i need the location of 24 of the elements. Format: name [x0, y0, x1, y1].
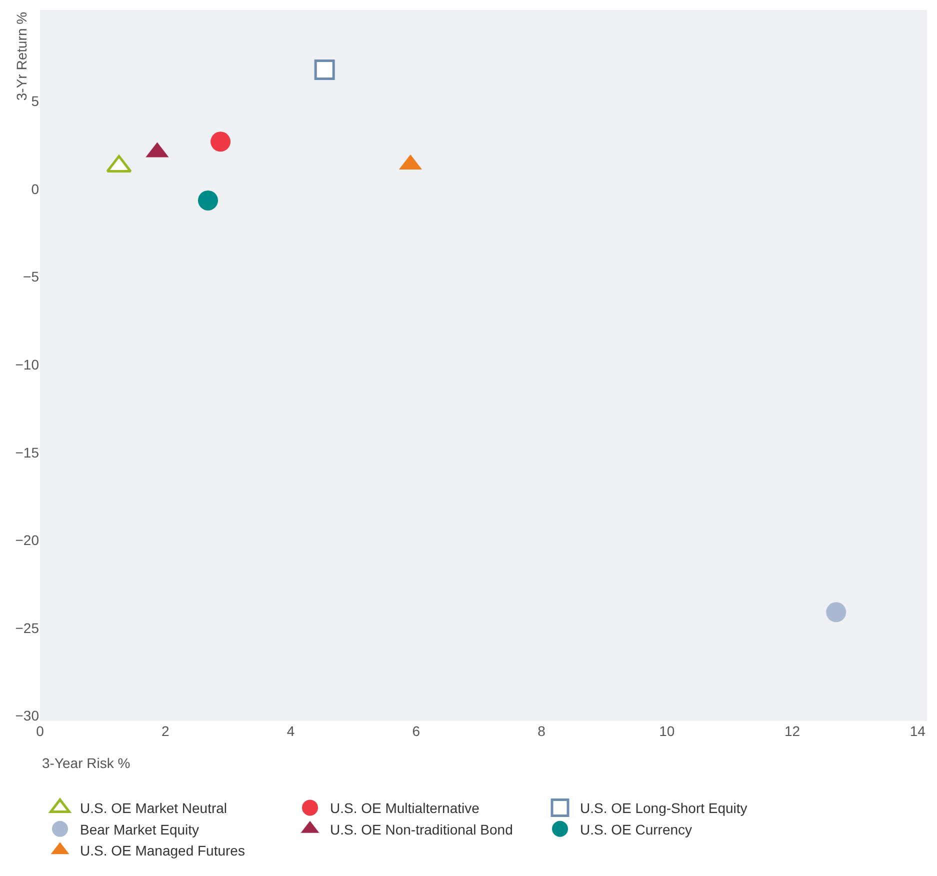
legend-label: U.S. OE Long-Short Equity — [580, 800, 748, 816]
y-axis-title: 3-Yr Return % — [14, 12, 30, 101]
legend-label: U.S. OE Multialternative — [330, 800, 480, 816]
x-axis-title: 3-Year Risk % — [42, 755, 130, 771]
x-tick-label: 6 — [412, 723, 420, 739]
x-tick-label: 4 — [286, 723, 295, 739]
legend-label: U.S. OE Currency — [580, 821, 692, 838]
y-tick-label: −20 — [15, 532, 40, 548]
y-tick-label: −30 — [15, 708, 40, 724]
x-tick-label: 12 — [784, 723, 800, 739]
y-tick-label: −10 — [15, 356, 40, 373]
x-tick-label: 8 — [538, 723, 546, 739]
y-tick-label: −25 — [15, 620, 40, 636]
x-tick-label: 14 — [910, 723, 926, 739]
legend-label: U.S. OE Non-traditional Bond — [330, 821, 513, 838]
legend-label: U.S. OE Managed Futures — [80, 842, 245, 859]
y-tick-label: 5 — [31, 93, 40, 110]
x-tick-label: 10 — [659, 723, 675, 739]
legend-label: U.S. OE Market Neutral — [80, 800, 228, 816]
y-tick-label: −5 — [23, 268, 40, 285]
legend-label: Bear Market Equity — [80, 821, 200, 838]
x-tick-label: 2 — [161, 723, 170, 739]
y-tick-label: 0 — [31, 180, 40, 197]
y-tick-label: −15 — [15, 444, 40, 460]
